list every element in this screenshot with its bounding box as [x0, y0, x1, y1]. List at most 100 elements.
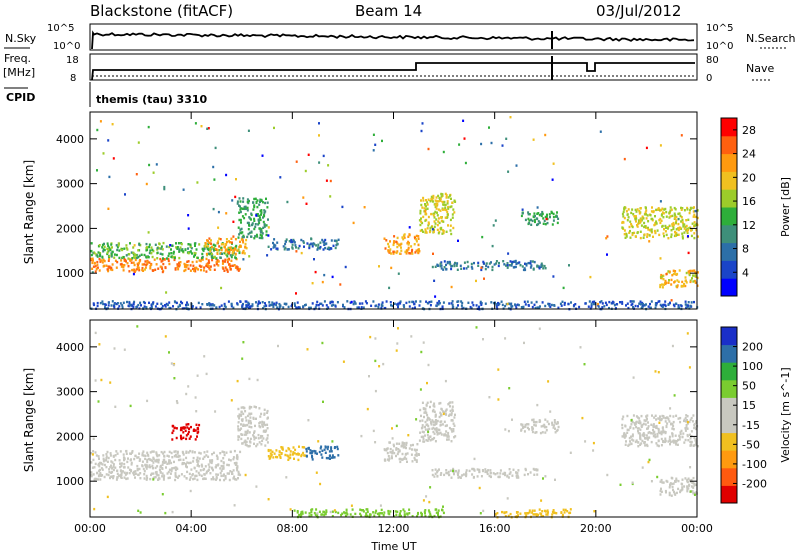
scatter-cell — [200, 125, 203, 128]
scatter-cell — [319, 245, 322, 249]
scatter-cell — [641, 433, 644, 436]
scatter-cell — [454, 469, 457, 473]
scatter-cell — [276, 306, 279, 309]
scatter-cell — [349, 301, 352, 304]
scatter-cell — [100, 474, 103, 477]
scatter-cell — [243, 406, 245, 410]
scatter-cell — [395, 251, 398, 255]
scatter-cell — [534, 424, 537, 427]
scatter-cell — [695, 421, 697, 424]
scatter-cell — [324, 246, 327, 250]
scatter-cell — [434, 265, 437, 268]
scatter-cell — [426, 207, 429, 210]
scatter-cell — [228, 252, 231, 255]
scatter-cell — [561, 513, 564, 517]
scatter-cell — [191, 252, 193, 255]
scatter-cell — [691, 490, 694, 493]
scatter-cell — [405, 443, 408, 447]
scatter-cell — [185, 437, 188, 441]
scatter-cell — [447, 438, 450, 441]
colorbar-segment — [721, 189, 737, 208]
scatter-cell — [389, 451, 392, 454]
scatter-cell — [439, 424, 442, 427]
scatter-cell — [454, 413, 456, 416]
scatter-cell — [693, 221, 696, 224]
scatter-cell — [532, 418, 535, 421]
scatter-cell — [138, 254, 141, 257]
colorbar-segment — [721, 171, 737, 190]
scatter-cell — [686, 434, 689, 438]
scatter-cell — [439, 265, 442, 268]
scatter-cell — [677, 304, 680, 307]
scatter-cell — [517, 469, 520, 472]
scatter-cell — [593, 510, 596, 513]
scatter-cell — [626, 428, 629, 431]
scatter-cell — [663, 283, 665, 286]
scatter-cell — [171, 510, 174, 514]
scatter-cell — [426, 201, 429, 204]
scatter-cell — [138, 243, 141, 246]
scatter-cell — [207, 259, 210, 262]
scatter-cell — [212, 451, 215, 454]
scatter-cell — [243, 252, 246, 255]
scatter-cell — [102, 454, 105, 457]
scatter-cell — [398, 442, 401, 445]
scatter-cell — [436, 202, 439, 206]
scatter-cell — [126, 460, 129, 464]
colorbar-tick-label: 28 — [742, 124, 756, 137]
scatter-cell — [557, 306, 560, 309]
scatter-cell — [110, 464, 112, 467]
scatter-cell — [195, 248, 198, 251]
scatter-cell — [195, 267, 198, 270]
scatter-cell — [436, 419, 439, 423]
scatter-cell — [220, 304, 223, 307]
scatter-cell — [179, 246, 182, 249]
scatter-cell — [102, 460, 105, 463]
scatter-cell — [431, 469, 434, 472]
scatter-cell — [507, 252, 510, 255]
scatter-cell — [205, 471, 208, 475]
scatter-cell — [172, 252, 175, 255]
scatter-cell — [540, 265, 543, 268]
scatter-cell — [426, 381, 428, 385]
scatter-cell — [241, 236, 244, 239]
scatter-cell — [629, 229, 631, 233]
scatter-cell — [141, 266, 144, 270]
scatter-cell — [406, 452, 409, 455]
scatter-cell — [192, 456, 195, 460]
scatter-cell — [647, 220, 650, 223]
scatter-cell — [635, 220, 637, 223]
scatter-cell — [163, 455, 166, 458]
scatter-cell — [403, 233, 406, 236]
scatter-cell — [127, 265, 130, 268]
scatter-cell — [141, 460, 144, 463]
scatter-cell — [438, 428, 441, 432]
scatter-cell — [249, 413, 251, 416]
scatter-cell — [423, 411, 426, 414]
scatter-cell — [261, 423, 264, 426]
scatter-cell — [534, 214, 536, 218]
scatter-cell — [390, 252, 393, 255]
scatter-cell — [125, 244, 128, 247]
scatter-cell — [507, 170, 510, 173]
scatter-cell — [180, 426, 183, 430]
scatter-cell — [627, 208, 630, 211]
scatter-cell — [420, 514, 423, 517]
scatter-cell — [269, 303, 272, 307]
scatter-cell — [185, 451, 188, 454]
scatter-cell — [176, 247, 179, 250]
scatter-cell — [436, 433, 439, 436]
scatter-cell — [656, 229, 659, 232]
scatter-cell — [680, 208, 683, 211]
scatter-cell — [328, 450, 331, 453]
scatter-cell — [94, 331, 97, 335]
scatter-cell — [193, 251, 196, 255]
scatter-cell — [621, 300, 624, 304]
scatter-cell — [665, 273, 668, 276]
scatter-cell — [314, 306, 317, 309]
scatter-cell — [442, 268, 445, 271]
scatter-cell — [114, 405, 117, 408]
scatter-cell — [231, 253, 234, 256]
scatter-cell — [422, 435, 425, 438]
scatter-cell — [202, 468, 205, 472]
